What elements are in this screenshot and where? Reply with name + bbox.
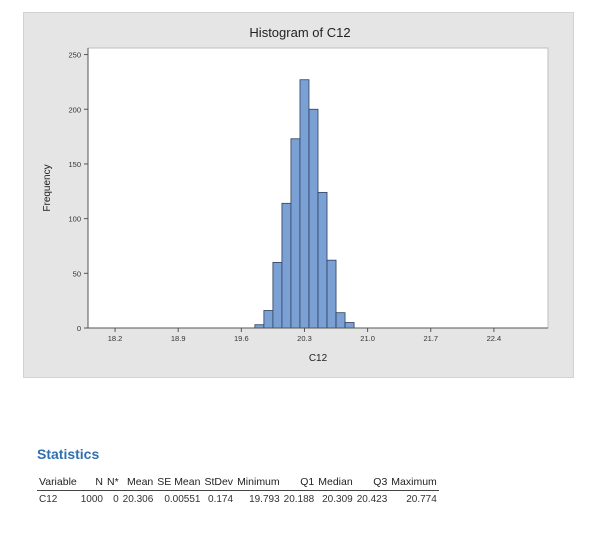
statistics-column-header: StDev	[202, 475, 236, 491]
statistics-cell: 20.188	[283, 494, 315, 505]
statistics-column-header: N*	[105, 475, 121, 491]
histogram-bar	[263, 310, 274, 329]
statistics-heading: Statistics	[37, 446, 100, 462]
statistics-row: C12 1000 0 20.306 0.00551 0.174 19.793 20.188 20…	[37, 491, 439, 505]
x-axis-title: C12	[309, 353, 328, 364]
histogram-bar	[344, 322, 355, 329]
statistics-cell: 0.00551	[164, 494, 201, 505]
statistics-table: Variable N N* Mean SE Mean StDev Minimum Q1 Medi…	[37, 475, 439, 505]
histogram-bar	[317, 191, 328, 329]
x-tick-label: 20.3	[297, 334, 312, 343]
x-tick-label: 18.2	[108, 334, 123, 343]
histogram-bar	[281, 202, 292, 329]
histogram-bar	[308, 108, 319, 329]
y-tick-label: 250	[68, 51, 81, 60]
x-tick-label: 21.0	[360, 334, 375, 343]
histogram-bar	[290, 138, 301, 329]
statistics-column-header: Q3	[354, 475, 390, 491]
statistics-column-header: Mean	[120, 475, 156, 491]
statistics-cell: 19.793	[249, 494, 280, 505]
histogram-bar	[272, 261, 283, 329]
y-axis-title: Frequency	[42, 164, 53, 211]
chart-title: Histogram of C12	[249, 25, 350, 40]
x-tick-label: 22.4	[487, 334, 502, 343]
statistics-column-header: Q1	[281, 475, 317, 491]
y-tick-label: 200	[68, 105, 81, 114]
histogram-chart: Histogram of C12 18.2 18.9 19.6 20.3 21.0 21.…	[42, 25, 549, 364]
histogram-bar	[326, 259, 337, 329]
statistics-column-header: SE Mean	[155, 475, 203, 491]
histogram-bar	[335, 312, 346, 329]
x-tick-label: 18.9	[171, 334, 186, 343]
statistics-cell: 20.306	[122, 494, 154, 505]
statistics-cell: 20.774	[406, 494, 437, 505]
statistics-cell: 20.309	[322, 494, 353, 505]
statistics-header-row: Variable N N* Mean SE Mean StDev Minimum Q1 Medi…	[37, 475, 439, 491]
statistics-column-header: Minimum	[235, 475, 282, 491]
statistics-cell: C12	[39, 494, 58, 505]
statistics-cell: 0	[113, 494, 119, 505]
chart-panel: Histogram of C12 18.2 18.9 19.6 20.3 21.0 21.…	[23, 12, 574, 378]
statistics-column-header: Variable	[37, 475, 79, 491]
histogram-bar	[299, 79, 310, 329]
statistics-column-header: N	[78, 475, 105, 491]
statistics-cell: 1000	[80, 494, 103, 505]
y-tick-label: 0	[77, 324, 81, 333]
statistics-cell: 0.174	[208, 494, 234, 505]
statistics-column-header: Maximum	[389, 475, 439, 491]
x-tick-label: 19.6	[234, 334, 249, 343]
y-tick-label: 150	[68, 160, 81, 169]
x-tick-label: 21.7	[423, 334, 438, 343]
statistics-cell: 20.423	[356, 494, 388, 505]
y-tick-label: 50	[73, 269, 81, 278]
y-tick-label: 100	[68, 215, 81, 224]
statistics-column-header: Median	[316, 475, 355, 491]
